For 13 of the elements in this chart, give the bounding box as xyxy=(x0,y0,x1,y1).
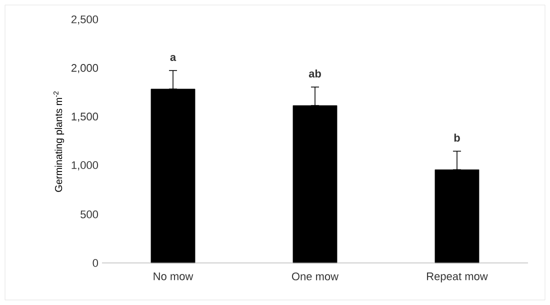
y-tick-label: 0 xyxy=(92,259,98,267)
y-tick-label: 2,000 xyxy=(72,64,98,74)
y-tick-label: 2,500 xyxy=(72,15,98,25)
y-axis-title: Germinating plants m$^{-2}$ xyxy=(54,91,64,192)
x-tick-label: One mow xyxy=(292,272,339,280)
x-tick-label: Repeat mow xyxy=(427,272,488,282)
annotation: ab xyxy=(308,69,321,78)
annotation: a xyxy=(170,54,176,62)
y-tick-label: 1,500 xyxy=(72,112,98,122)
y-tick-label: 500 xyxy=(80,210,98,218)
annotation: b xyxy=(454,134,460,142)
y-tick-label: 1,000 xyxy=(72,161,98,170)
x-tick-label: No mow xyxy=(154,272,194,280)
